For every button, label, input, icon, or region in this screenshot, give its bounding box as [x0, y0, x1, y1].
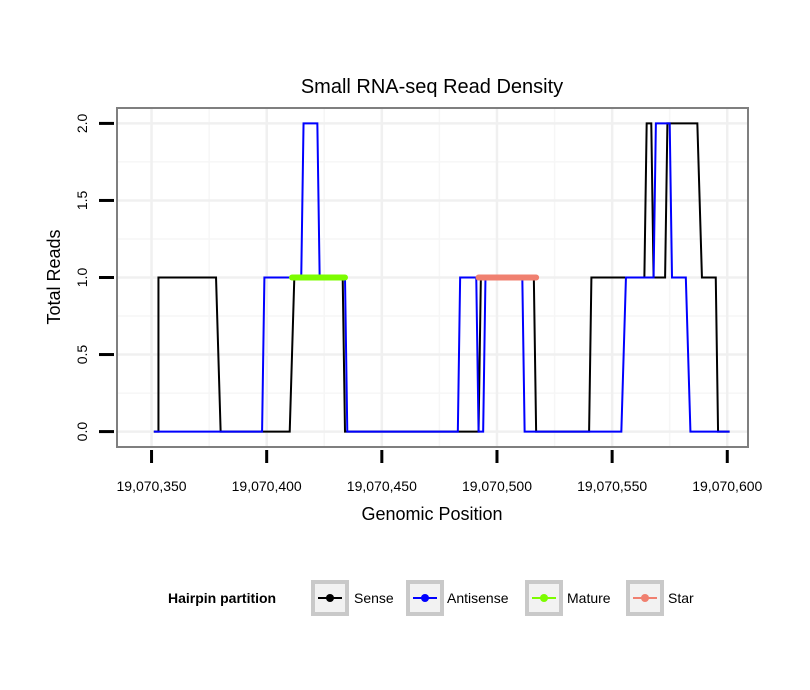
chart-title: Small RNA-seq Read Density	[301, 76, 563, 98]
y-tick-label: 1.0	[74, 268, 90, 288]
y-tick-label: 2.0	[74, 113, 90, 133]
x-axis: 19,070,350 19,070,400 19,070,450 19,070,500…	[117, 450, 763, 494]
legend-key-point	[421, 594, 429, 602]
y-axis-label: Total Reads	[44, 229, 64, 324]
legend-title: Hairpin partition	[168, 590, 276, 606]
x-axis-label: Genomic Position	[361, 504, 502, 524]
y-tick-label: 0.5	[74, 345, 90, 365]
y-tick-label: 0.0	[74, 422, 90, 442]
x-tick-label: 19,070,400	[232, 478, 302, 494]
legend-key-point	[641, 594, 649, 602]
legend-label: Mature	[567, 590, 611, 606]
series-line-antisense	[153, 122, 730, 433]
data-series	[153, 122, 730, 433]
legend-label: Star	[668, 590, 694, 606]
legend-item-star: Star	[626, 580, 694, 616]
legend-item-antisense: Antisense	[406, 580, 509, 616]
y-axis: 0.0 0.5 1.0 1.5 2.0	[74, 113, 114, 441]
legend: Hairpin partition Sense Antisense Mature St…	[168, 580, 694, 616]
legend-label: Sense	[354, 590, 394, 606]
legend-key-point	[326, 594, 334, 602]
legend-item-mature: Mature	[525, 580, 611, 616]
legend-item-sense: Sense	[311, 580, 394, 616]
y-tick-label: 1.5	[74, 191, 90, 211]
x-tick-label: 19,070,550	[577, 478, 647, 494]
x-tick-label: 19,070,450	[347, 478, 417, 494]
x-tick-label: 19,070,600	[692, 478, 762, 494]
legend-key-point	[540, 594, 548, 602]
x-tick-label: 19,070,350	[117, 478, 187, 494]
x-tick-label: 19,070,500	[462, 478, 532, 494]
plot-border	[116, 107, 749, 448]
legend-label: Antisense	[447, 590, 509, 606]
